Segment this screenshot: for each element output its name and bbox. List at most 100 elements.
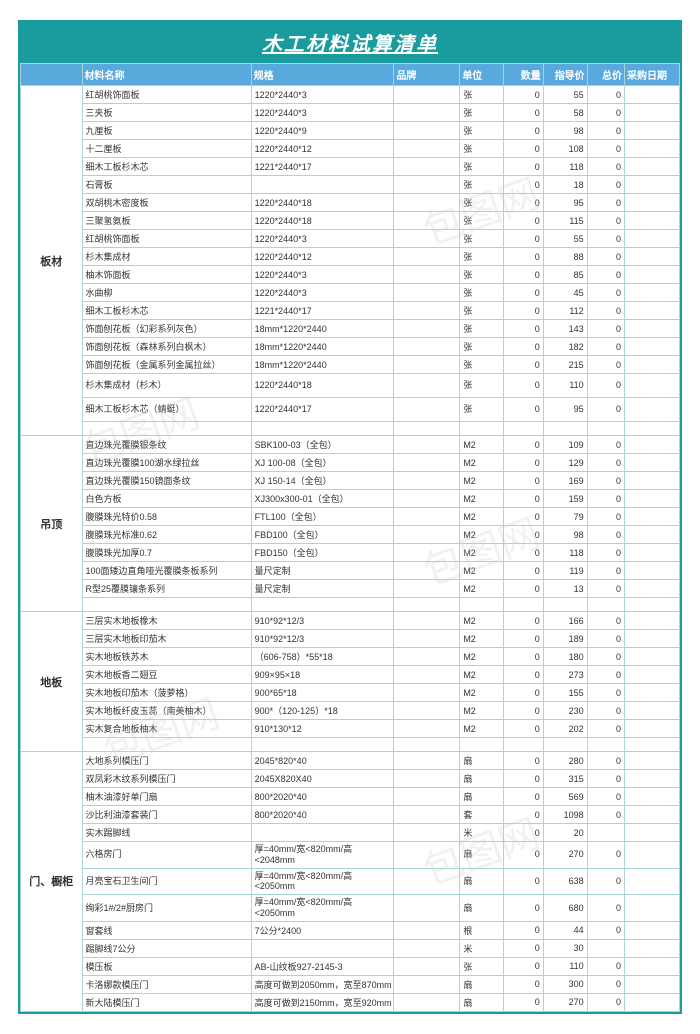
cell-total: 0: [587, 398, 624, 422]
cell-price: 118: [543, 544, 587, 562]
cell-qty: 0: [504, 320, 544, 338]
cell-date: [625, 212, 680, 230]
table-row: 模压板AB-山纹板927-2145-3张01100: [21, 957, 680, 975]
cell-total: 0: [587, 788, 624, 806]
cell-brand: [394, 824, 460, 842]
cell-total: 0: [587, 562, 624, 580]
cell-qty: 0: [504, 398, 544, 422]
cell-qty: 0: [504, 580, 544, 598]
cell-date: [625, 648, 680, 666]
cell-qty: 0: [504, 86, 544, 104]
document-page: 包图网 包图网 包图网 包图网 包图网 木工材料试算清单 材料名称 规格 品牌 …: [0, 0, 700, 1034]
cell-qty: 0: [504, 770, 544, 788]
cell-date: [625, 806, 680, 824]
cell-brand: [394, 176, 460, 194]
cell-spec: [251, 176, 394, 194]
cell-total: 0: [587, 580, 624, 598]
col-qty: 数量: [504, 64, 544, 86]
cell-spec: （606-758）*55*18: [251, 648, 394, 666]
cell-qty: 0: [504, 957, 544, 975]
cell-total: 0: [587, 436, 624, 454]
cell-price: 638: [543, 868, 587, 895]
cell-brand: [394, 122, 460, 140]
cell-spec: 910*92*12/3: [251, 612, 394, 630]
cell-spec: 高度可做到2150mm，宽至920mm: [251, 993, 394, 1011]
cell-qty: 0: [504, 975, 544, 993]
cell-date: [625, 508, 680, 526]
cell-total: 0: [587, 612, 624, 630]
cell-date: [625, 921, 680, 939]
cell-unit: M2: [460, 702, 504, 720]
cell-total: 0: [587, 921, 624, 939]
cell-unit: 米: [460, 939, 504, 957]
cell-date: [625, 562, 680, 580]
cell-qty: 0: [504, 158, 544, 176]
cell-qty: 0: [504, 454, 544, 472]
table-row: 腹膜珠光标准0.62FBD100（全包）M20980: [21, 526, 680, 544]
cell-date: [625, 975, 680, 993]
cell-total: 0: [587, 158, 624, 176]
cell-brand: [394, 666, 460, 684]
cell-price: 143: [543, 320, 587, 338]
cell-total: 0: [587, 648, 624, 666]
cell-total: 0: [587, 720, 624, 738]
table-row: 直边珠光覆膜150镜面条纹XJ 150-14（全包）M201690: [21, 472, 680, 490]
cell-price: 169: [543, 472, 587, 490]
cell-date: [625, 895, 680, 922]
cell-price: 95: [543, 194, 587, 212]
cell-total: 0: [587, 993, 624, 1011]
cell-spec: 800*2020*40: [251, 788, 394, 806]
cell-qty: 0: [504, 630, 544, 648]
cell-price: 79: [543, 508, 587, 526]
cell-spec: 1221*2440*17: [251, 302, 394, 320]
cell-total: 0: [587, 454, 624, 472]
table-row: 红胡桃饰面板1220*2440*3张0550: [21, 230, 680, 248]
cell-brand: [394, 338, 460, 356]
cell-spec: FTL100（全包）: [251, 508, 394, 526]
cell-spec: 1220*2440*17: [251, 398, 394, 422]
table-row: 九厘板1220*2440*9张0980: [21, 122, 680, 140]
table-row: 白色方板XJ300x300-01（全包）M201590: [21, 490, 680, 508]
cell-price: 159: [543, 490, 587, 508]
cell-price: 55: [543, 230, 587, 248]
cell-price: 189: [543, 630, 587, 648]
cell-spec: 厚=40mm/宽<820mm/高<2050mm: [251, 868, 394, 895]
cell-unit: 张: [460, 284, 504, 302]
cell-name: 月亮宝石卫生间门: [82, 868, 251, 895]
col-total: 总价: [587, 64, 624, 86]
cell-date: [625, 684, 680, 702]
cell-price: 280: [543, 752, 587, 770]
table-row: 卡洛娜款模压门高度可做到2050mm，宽至870mm扇03000: [21, 975, 680, 993]
cell-name: 直边珠光覆膜150镜面条纹: [82, 472, 251, 490]
cell-total: 0: [587, 472, 624, 490]
table-row: 新大陆模压门高度可做到2150mm，宽至920mm扇02700: [21, 993, 680, 1011]
cell-unit: 扇: [460, 868, 504, 895]
cell-date: [625, 338, 680, 356]
cell-brand: [394, 374, 460, 398]
cell-name: 实木地板铁苏木: [82, 648, 251, 666]
cell-price: 273: [543, 666, 587, 684]
cell-total: 0: [587, 86, 624, 104]
table-row: 双凤彩木纹系列模压门2045X820X40扇03150: [21, 770, 680, 788]
cell-date: [625, 248, 680, 266]
cell-price: 13: [543, 580, 587, 598]
table-row: 实木踢脚线米020: [21, 824, 680, 842]
cell-qty: 0: [504, 472, 544, 490]
cell-date: [625, 526, 680, 544]
table-row: 板材红胡桃饰面板1220*2440*3张0550: [21, 86, 680, 104]
cell-price: 315: [543, 770, 587, 788]
cell-total: 0: [587, 248, 624, 266]
table-row: 双胡桃木密度板1220*2440*18张0950: [21, 194, 680, 212]
cell-spec: 高度可做到2050mm，宽至870mm: [251, 975, 394, 993]
cell-unit: M2: [460, 490, 504, 508]
cell-qty: 0: [504, 230, 544, 248]
col-spec: 规格: [251, 64, 394, 86]
table-row: 三夹板1220*2440*3张0580: [21, 104, 680, 122]
cell-spec: 18mm*1220*2440: [251, 338, 394, 356]
outer-frame: 木工材料试算清单 材料名称 规格 品牌 单位 数量 指导价 总价 采购日期: [18, 20, 682, 1014]
cell-qty: 0: [504, 544, 544, 562]
cell-spec: 900*65*18: [251, 684, 394, 702]
cell-date: [625, 580, 680, 598]
cell-price: 202: [543, 720, 587, 738]
cell-total: 0: [587, 684, 624, 702]
